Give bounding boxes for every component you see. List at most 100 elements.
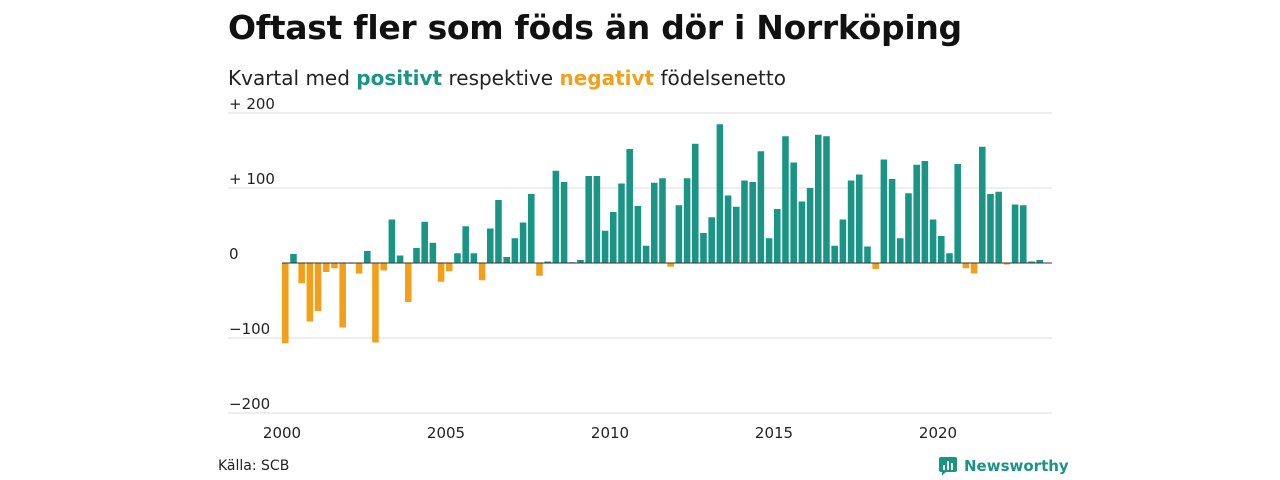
x-tick-label: 2015 (755, 424, 793, 442)
bar (962, 263, 970, 269)
bar (470, 253, 478, 263)
bar (905, 193, 912, 263)
bar (1028, 261, 1035, 263)
bar (429, 242, 437, 263)
bar (552, 170, 560, 263)
bar (405, 263, 412, 302)
bar (757, 151, 765, 263)
bar (970, 263, 978, 274)
bar (798, 201, 806, 263)
y-tick-label: + 200 (229, 95, 275, 113)
bar (634, 206, 642, 263)
bar (651, 182, 658, 263)
bar (667, 263, 674, 267)
bar (454, 253, 461, 263)
bar (954, 164, 961, 263)
bar (765, 238, 773, 263)
bar (478, 263, 486, 281)
bar (487, 228, 494, 263)
bar (716, 124, 724, 263)
bar (823, 136, 830, 263)
x-tick-label: 2005 (427, 424, 465, 442)
bar (282, 263, 289, 344)
bar (528, 194, 535, 263)
brand-name: Newsworthy (964, 457, 1069, 475)
bar (1020, 205, 1027, 263)
bar (872, 263, 879, 269)
bar (298, 263, 305, 284)
bar (339, 263, 346, 328)
chart-title: Oftast fler som föds än dör i Norrköping (228, 8, 962, 47)
newsworthy-logo-icon (939, 457, 957, 476)
bar (897, 238, 904, 263)
subtitle-text-middle: respektive (442, 66, 560, 90)
bar (446, 263, 453, 272)
x-tick-label: 2000 (263, 424, 301, 442)
bar (437, 263, 445, 282)
bar (413, 248, 420, 263)
bar (675, 205, 683, 263)
bar (396, 255, 404, 263)
bar (364, 251, 371, 263)
bar (626, 149, 633, 263)
subtitle-text-start: Kvartal med (228, 66, 357, 90)
bar (519, 222, 527, 263)
bar (388, 219, 396, 263)
bar (618, 183, 625, 263)
bar (708, 217, 715, 263)
bar (782, 136, 789, 263)
x-tick-label: 2020 (919, 424, 957, 442)
bar (987, 194, 994, 263)
bar (790, 162, 797, 263)
bar (913, 164, 920, 263)
bar (355, 263, 363, 274)
bar (331, 263, 338, 269)
y-tick-label: −100 (229, 320, 270, 338)
bar (815, 134, 822, 263)
subtitle-text-end: födelsenetto (654, 66, 786, 90)
bar (1011, 204, 1019, 263)
source-label: Källa: SCB (218, 458, 290, 474)
bar (888, 179, 896, 263)
bar (314, 263, 322, 311)
bar (839, 219, 847, 263)
bar (929, 219, 937, 263)
bar (995, 191, 1002, 263)
bar (921, 161, 929, 263)
bar (601, 230, 609, 263)
bar (880, 159, 888, 263)
bar (774, 209, 781, 263)
bar (724, 195, 732, 263)
bar (847, 180, 855, 263)
bar (560, 182, 568, 263)
bar (979, 146, 986, 263)
bar (544, 261, 551, 263)
bar (290, 254, 297, 263)
subtitle-negative-word: negativt (559, 66, 655, 90)
bar (421, 221, 428, 263)
bar (659, 178, 666, 263)
bar (642, 245, 650, 263)
y-tick-label: + 100 (229, 170, 275, 188)
bar (462, 226, 469, 263)
chart-subtitle: Kvartal med positivt respektive negativt… (228, 66, 786, 90)
bar (700, 233, 707, 263)
bar (856, 174, 863, 263)
bar (683, 178, 691, 263)
bar (585, 176, 592, 263)
bar (610, 212, 617, 263)
bar (495, 200, 502, 263)
bar (864, 246, 871, 263)
bar (306, 263, 314, 322)
bar (577, 260, 584, 263)
bar (372, 263, 379, 343)
bar (946, 253, 953, 263)
bar (593, 176, 601, 263)
brand: Newsworthy (938, 456, 1069, 476)
x-tick-label: 2010 (591, 424, 629, 442)
bar (1003, 263, 1011, 265)
subtitle-positive-word: positivt (356, 66, 443, 90)
bar (692, 143, 699, 263)
bar (380, 263, 387, 271)
